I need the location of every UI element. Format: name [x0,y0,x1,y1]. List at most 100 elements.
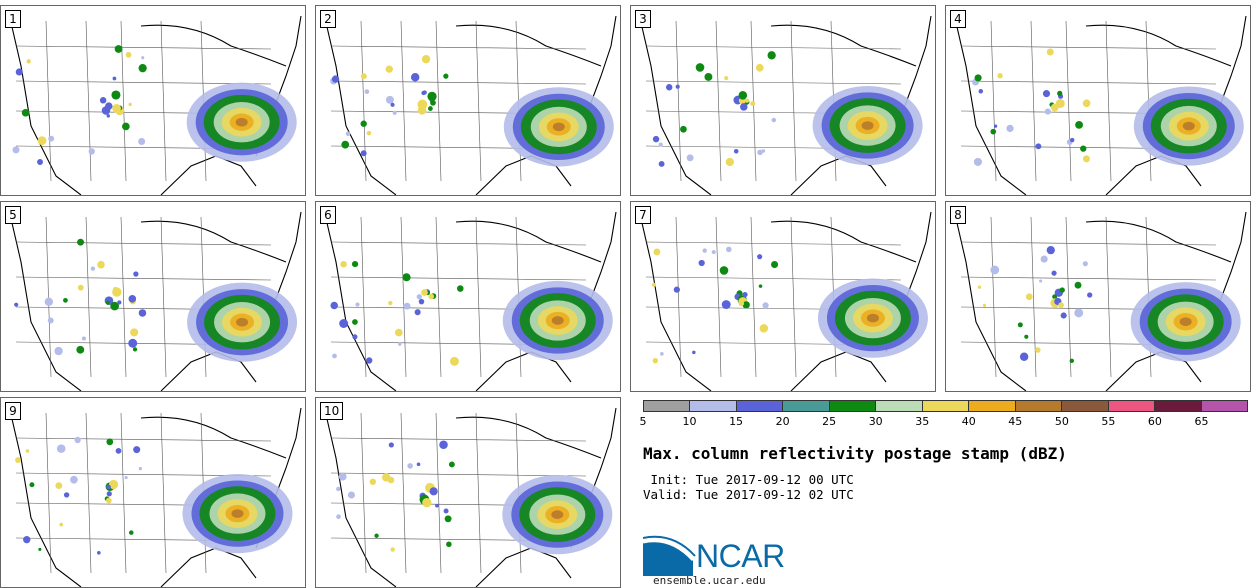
reflectivity-cell [1087,292,1093,298]
reflectivity-cell [771,117,777,123]
reflectivity-cell [128,530,134,535]
reflectivity-cell [418,298,425,305]
reflectivity-cell [757,149,763,156]
reflectivity-cell [1042,90,1051,98]
reflectivity-cell [675,84,680,89]
reflectivity-cell [385,95,394,104]
reflectivity-cell [99,97,107,104]
colorbar-swatch [644,401,691,411]
reflectivity-cell [128,295,137,303]
map-canvas [8,405,302,587]
colorbar-label: 40 [961,415,976,428]
reflectivity-cell [77,238,85,246]
reflectivity-cell [742,301,750,309]
member-number: 10 [320,402,344,420]
colorbar-label: 15 [729,415,744,428]
reflectivity-cell [128,102,132,107]
reflectivity-cell [711,249,716,255]
reflectivity-cell [105,102,113,110]
reflectivity-cell [106,114,111,118]
reflectivity-cell [652,135,660,143]
reflectivity-cell [366,357,373,364]
member-number: 7 [635,206,651,224]
reflectivity-cell [1035,143,1042,150]
reflectivity-cell [762,302,769,309]
reflectivity-cell [81,336,86,341]
reflectivity-cell [428,106,433,111]
reflectivity-cell [1059,287,1065,293]
reflectivity-cell [430,99,436,106]
reflectivity-cell [112,103,121,113]
colorbar-swatch [736,401,784,411]
init-time: Init: Tue 2017-09-12 00 UTC [643,472,854,487]
reflectivity-cell [1024,334,1029,339]
reflectivity-cell [974,74,982,82]
ncar-logo-icon [643,535,696,576]
member-number: 4 [950,10,966,28]
reflectivity-cell [336,514,341,519]
reflectivity-cell [1046,48,1054,56]
reflectivity-cell [407,463,413,469]
reflectivity-cell [1034,347,1041,353]
map-panel-6: 6 [315,201,621,392]
reflectivity-cell [340,260,347,268]
colorbar-swatch [783,401,830,411]
reflectivity-cell [1075,121,1083,129]
logo-wordmark: NCAR [696,538,785,574]
reflectivity-cell [439,440,448,450]
reflectivity-cell [658,142,663,147]
reflectivity-cell [1050,103,1059,112]
reflectivity-cell [443,73,449,79]
reflectivity-cell [755,63,764,72]
reflectivity-cell [652,357,659,364]
reflectivity-blob [231,509,244,518]
reflectivity-cell [130,328,139,337]
reflectivity-cell [1057,90,1063,97]
reflectivity-cell [138,467,142,471]
reflectivity-cell [1074,308,1084,318]
reflectivity-cell [331,75,340,83]
reflectivity-cell [429,487,438,496]
colorbar-label: 5 [639,415,647,428]
reflectivity-blob [552,122,565,132]
reflectivity-cell [77,284,84,291]
reflectivity-blob [861,121,874,130]
reflectivity-cell [421,289,428,296]
map-canvas [953,13,1247,195]
reflectivity-cell [414,309,421,316]
reflectivity-cell [435,503,439,508]
reflectivity-cell [106,438,114,446]
reflectivity-cell [14,302,19,307]
reflectivity-cell [993,124,998,128]
reflectivity-cell [138,64,147,73]
reflectivity-cell [132,347,138,352]
reflectivity-blob [866,313,879,323]
reflectivity-cell [352,334,358,340]
map-panel-4: 4 [945,5,1251,196]
reflectivity-cell [15,457,21,463]
reflectivity-cell [338,472,347,481]
reflectivity-cell [1040,255,1048,263]
map-canvas [953,209,1247,391]
reflectivity-cell [740,103,748,111]
reflectivity-cell [1025,293,1033,301]
reflectivity-cell [76,345,85,354]
reflectivity-cell [1080,145,1087,152]
reflectivity-cell [374,533,379,538]
reflectivity-cell [97,260,105,269]
reflectivity-cell [457,285,464,292]
reflectivity-cell [446,541,452,548]
reflectivity-blob [235,117,248,127]
map-panel-7: 7 [630,201,936,392]
reflectivity-cell [114,45,123,53]
reflectivity-cell [698,259,705,267]
reflectivity-cell [26,59,31,64]
reflectivity-cell [59,522,64,527]
reflectivity-cell [360,150,367,157]
reflectivity-cell [141,56,145,60]
map-panel-9: 9 [0,397,306,588]
colorbar-swatch [1155,401,1202,411]
reflectivity-cell [56,444,66,453]
reflectivity-cell [427,91,437,102]
reflectivity-cell [44,297,54,306]
